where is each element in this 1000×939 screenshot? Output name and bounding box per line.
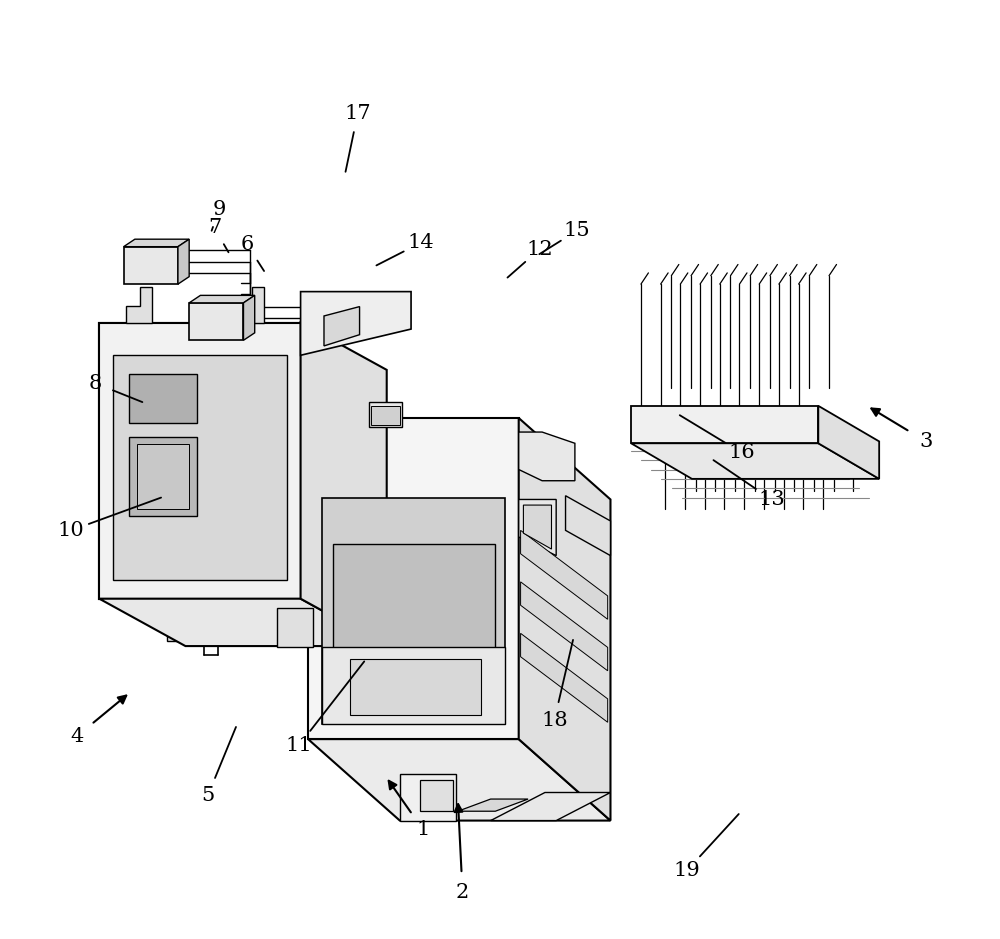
Polygon shape (301, 322, 387, 646)
Polygon shape (350, 658, 481, 715)
Text: 8: 8 (89, 374, 102, 393)
Polygon shape (519, 432, 575, 481)
Text: 7: 7 (208, 219, 221, 238)
Text: 5: 5 (201, 786, 215, 805)
Polygon shape (521, 633, 608, 722)
Polygon shape (369, 402, 402, 427)
Polygon shape (566, 496, 610, 556)
Polygon shape (308, 418, 519, 739)
Polygon shape (631, 406, 818, 443)
Polygon shape (124, 239, 189, 247)
Text: 6: 6 (241, 236, 254, 254)
Polygon shape (189, 303, 243, 340)
Text: 17: 17 (344, 104, 371, 123)
Polygon shape (420, 780, 453, 811)
Polygon shape (277, 608, 313, 647)
Polygon shape (238, 287, 264, 322)
Polygon shape (129, 374, 197, 423)
Polygon shape (129, 437, 197, 516)
Text: 13: 13 (758, 490, 785, 509)
Polygon shape (308, 739, 610, 821)
Polygon shape (519, 418, 610, 821)
Polygon shape (301, 292, 411, 355)
Text: 10: 10 (58, 521, 85, 540)
Polygon shape (324, 307, 360, 346)
Polygon shape (491, 793, 610, 821)
Polygon shape (371, 406, 400, 424)
Text: 19: 19 (674, 861, 701, 880)
Polygon shape (523, 505, 551, 549)
Polygon shape (322, 647, 505, 724)
Polygon shape (519, 500, 556, 556)
Polygon shape (243, 296, 255, 340)
Text: 1: 1 (417, 821, 430, 839)
Text: 18: 18 (541, 711, 568, 730)
Polygon shape (99, 599, 387, 646)
Polygon shape (126, 287, 152, 322)
Polygon shape (400, 774, 456, 821)
Polygon shape (521, 531, 608, 620)
Text: 15: 15 (563, 222, 590, 240)
Polygon shape (521, 582, 608, 670)
Text: 11: 11 (285, 736, 312, 755)
Polygon shape (124, 247, 178, 285)
Polygon shape (113, 355, 287, 580)
Polygon shape (458, 799, 528, 811)
Bar (167, 623, 187, 641)
Polygon shape (178, 239, 189, 285)
Text: 12: 12 (526, 240, 553, 259)
Text: 9: 9 (212, 200, 226, 219)
Polygon shape (333, 545, 495, 713)
Polygon shape (189, 296, 255, 303)
Text: 2: 2 (456, 884, 469, 902)
Polygon shape (99, 322, 301, 599)
Text: 16: 16 (728, 443, 755, 462)
Text: 14: 14 (407, 234, 434, 253)
Text: 3: 3 (919, 432, 933, 451)
Text: 4: 4 (70, 727, 83, 746)
Polygon shape (322, 498, 505, 724)
Polygon shape (137, 444, 189, 509)
Polygon shape (818, 406, 879, 479)
Polygon shape (99, 322, 301, 599)
Polygon shape (631, 443, 879, 479)
